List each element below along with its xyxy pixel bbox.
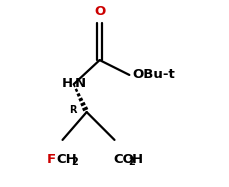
Text: R: R xyxy=(69,105,76,115)
Text: H: H xyxy=(132,153,143,166)
Text: F: F xyxy=(47,153,56,166)
Text: CO: CO xyxy=(114,153,134,166)
Text: 2: 2 xyxy=(71,157,78,167)
Text: 2: 2 xyxy=(128,157,135,167)
Text: OBu-t: OBu-t xyxy=(132,68,175,82)
Text: N: N xyxy=(75,77,86,90)
Text: O: O xyxy=(94,5,105,18)
Text: H: H xyxy=(62,77,73,90)
Text: CH: CH xyxy=(56,153,77,166)
